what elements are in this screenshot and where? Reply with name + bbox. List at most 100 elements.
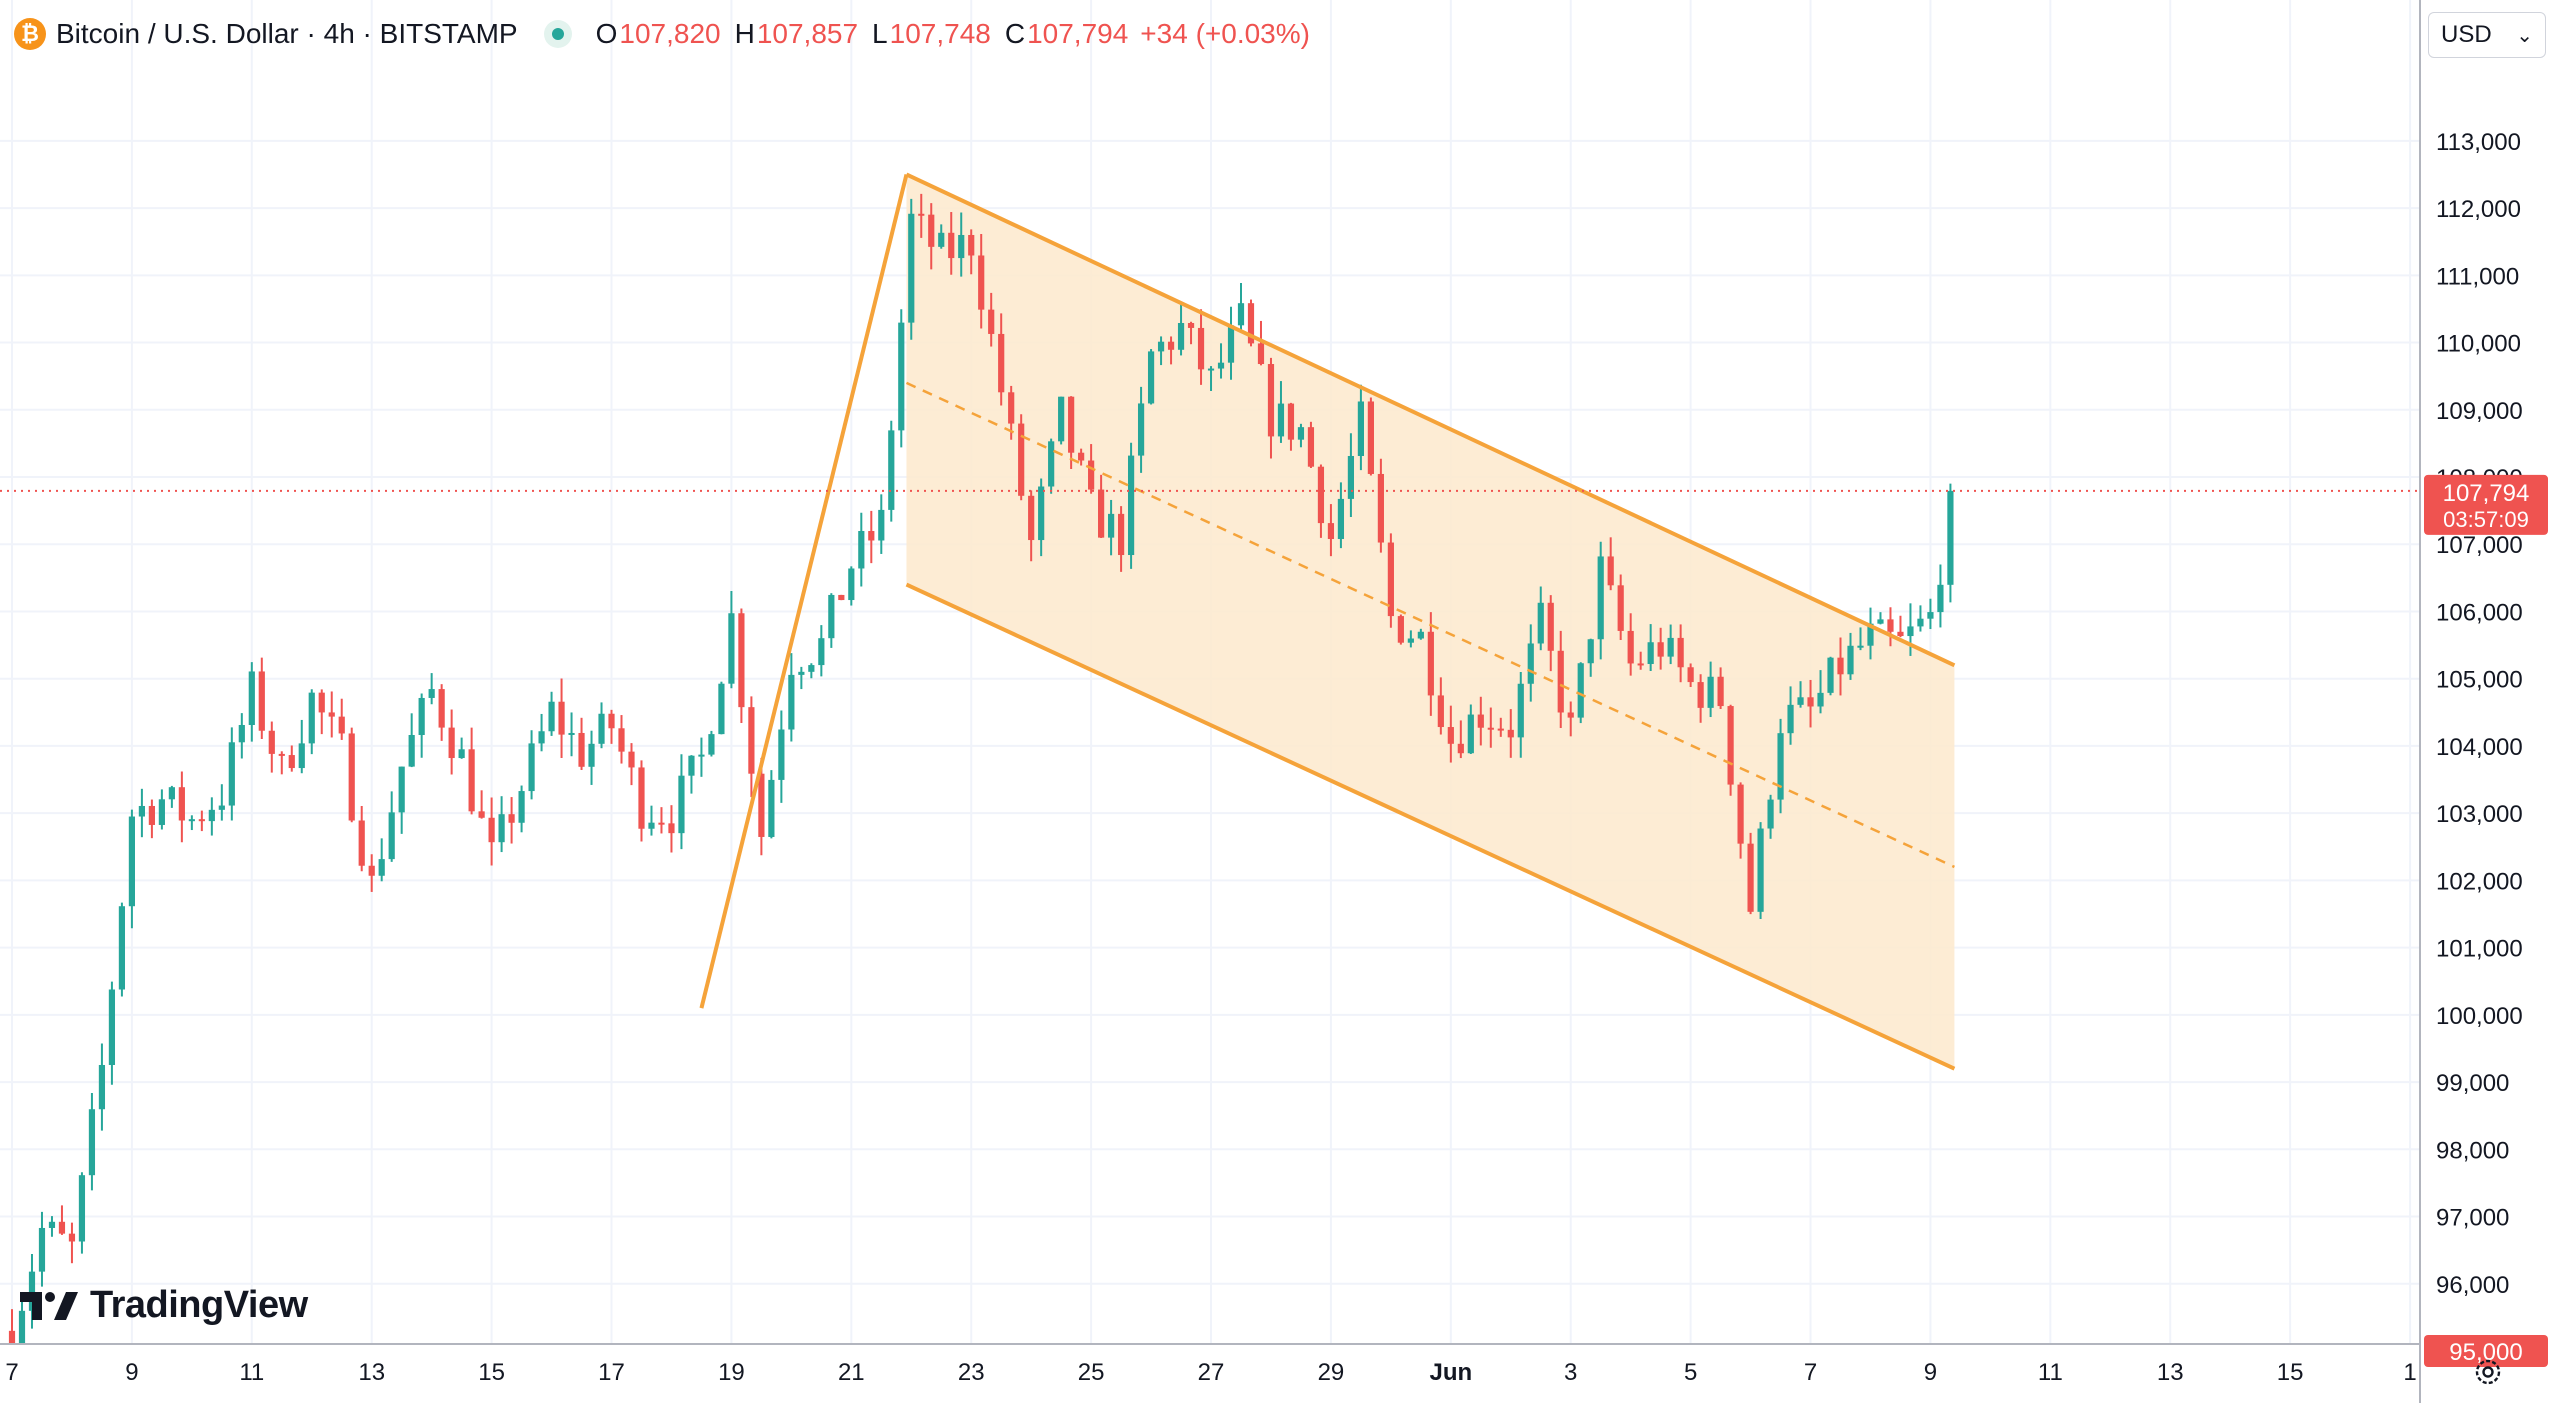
candle-body: [1078, 452, 1085, 461]
candle-body: [38, 1227, 46, 1272]
x-tick-label: 13: [358, 1359, 385, 1386]
candle-body: [528, 743, 535, 792]
candle-body: [428, 689, 435, 698]
candle-body: [1457, 743, 1464, 754]
y-tick-label: 102,000: [2436, 868, 2523, 895]
open-label: O: [595, 18, 618, 49]
candle-body: [1767, 799, 1774, 829]
candle-body: [318, 692, 325, 713]
candle-body: [68, 1233, 76, 1242]
candle-body: [1887, 619, 1894, 632]
x-tick-label: 11: [239, 1359, 264, 1386]
close-value: 107,794: [1027, 18, 1129, 49]
candle-body: [1547, 602, 1554, 651]
candle-body: [808, 665, 815, 672]
y-tick-label: 111,000: [2436, 263, 2519, 290]
candle-body: [1028, 495, 1035, 541]
candle-body: [538, 731, 545, 744]
candle-body: [298, 743, 305, 769]
currency-value: USD: [2441, 21, 2492, 48]
candle-body: [1937, 584, 1944, 613]
x-tick-label: 9: [125, 1359, 138, 1386]
candle-body: [1827, 657, 1834, 693]
candle-body: [1807, 697, 1814, 707]
x-tick-label: 21: [838, 1359, 865, 1386]
candle-body: [1287, 403, 1295, 440]
candle-body: [738, 613, 745, 708]
tradingview-logo[interactable]: TradingView: [20, 1284, 308, 1327]
candle-body: [848, 568, 855, 601]
candle-body: [1747, 843, 1754, 912]
candle-body: [378, 859, 385, 876]
candle-body: [1137, 403, 1145, 456]
x-tick-label: 5: [1684, 1359, 1697, 1386]
candle-body: [268, 730, 275, 754]
candle-body: [1727, 706, 1734, 785]
candle-body: [1537, 602, 1544, 644]
candle-body: [168, 787, 175, 800]
candle-body: [1187, 323, 1195, 328]
candle-body: [948, 232, 955, 259]
candle-body: [908, 213, 915, 323]
candle-body: [398, 766, 405, 813]
candle-body: [1247, 303, 1255, 344]
candle-body: [18, 1310, 26, 1355]
candle-body: [238, 724, 245, 743]
candle-body: [228, 742, 235, 806]
candle-body: [488, 817, 495, 843]
y-tick-label: 98,000: [2436, 1137, 2509, 1164]
candle-body: [1877, 619, 1884, 624]
candle-body: [478, 811, 485, 818]
y-tick-label: 107,000: [2436, 532, 2523, 559]
y-tick-label: 99,000: [2436, 1070, 2509, 1097]
candle-body: [558, 701, 565, 735]
time-axis: 7 9 11 13 15 17 19 21 23 25 27 29 Jun 3 5 7 9 11 13 15 1: [5, 1359, 2416, 1386]
x-tick-label: 25: [1078, 1359, 1105, 1386]
market-status-icon[interactable]: [543, 20, 572, 48]
candle-body: [1347, 455, 1355, 499]
high-label: H: [734, 18, 755, 49]
candle-body: [448, 727, 455, 759]
candle-body: [1357, 401, 1364, 456]
x-tick-label: 23: [958, 1359, 985, 1386]
channel-lower-line: [905, 582, 1956, 1071]
x-tick-label: 15: [2277, 1359, 2304, 1386]
candle-body: [338, 716, 345, 734]
candle-body: [868, 531, 875, 541]
candle-body: [748, 707, 755, 774]
candle-body: [1897, 631, 1904, 637]
candle-body: [928, 214, 935, 247]
candle-body: [828, 594, 835, 639]
candle-body: [1527, 643, 1534, 684]
currency-select[interactable]: USD ⌄: [2428, 12, 2546, 58]
candle-body: [1927, 612, 1934, 619]
y-tick-label: 103,000: [2436, 801, 2523, 828]
candle-body: [98, 1064, 106, 1110]
symbol-title[interactable]: Bitcoin / U.S. Dollar · 4h · BITSTAMP: [56, 18, 518, 49]
candle-body: [618, 728, 625, 752]
candle-body: [8, 1330, 16, 1355]
candle-body: [968, 234, 975, 256]
y-tick-label: 104,000: [2436, 734, 2523, 761]
candle-body: [1207, 368, 1215, 371]
candle-body: [778, 729, 785, 780]
chart-settings-button[interactable]: [2468, 1352, 2508, 1392]
candle-body: [798, 671, 805, 675]
candle-body: [768, 779, 775, 837]
candle-body: [88, 1109, 96, 1176]
candle-body: [78, 1175, 86, 1242]
bitcoin-icon: ₿: [14, 18, 46, 50]
candle-body: [1147, 351, 1155, 404]
candle-body: [988, 309, 995, 334]
candle-body: [58, 1221, 66, 1234]
candle-body: [1267, 364, 1275, 437]
open-value: 107,820: [619, 18, 721, 49]
candle-body: [1627, 630, 1634, 664]
candle-body: [1277, 403, 1285, 437]
candle-body: [368, 865, 375, 876]
candle-body: [638, 767, 645, 829]
last-price-badge-bg: [2424, 474, 2548, 535]
candle-body: [1088, 460, 1095, 490]
candle-body: [978, 255, 985, 310]
